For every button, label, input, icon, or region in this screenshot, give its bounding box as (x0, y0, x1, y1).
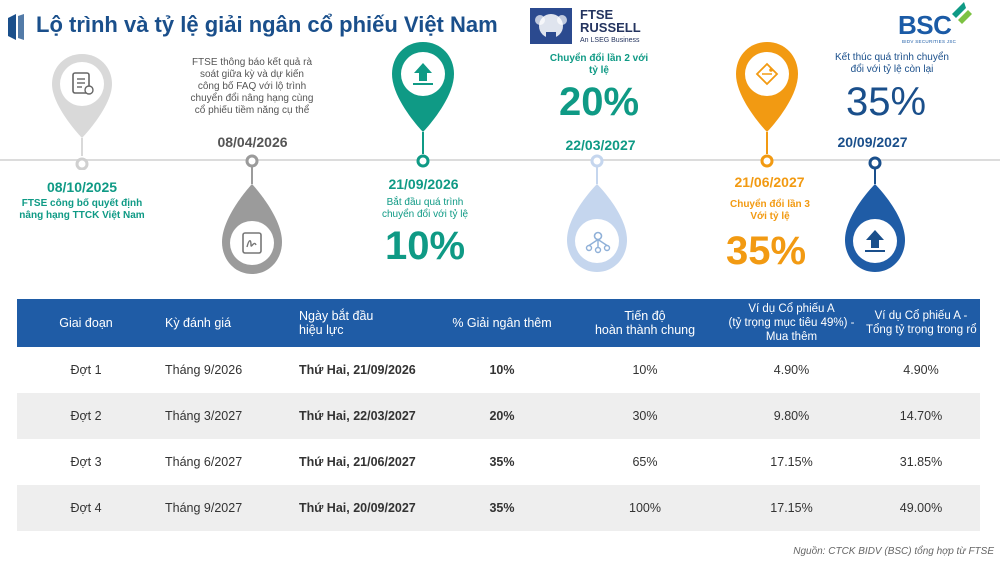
signature-icon (242, 232, 262, 254)
milestone-2-date: 08/04/2026 (217, 134, 288, 150)
milestone-4-date: 22/03/2027 (565, 137, 636, 153)
bsc-subtitle: BIDV SECURITIES JSC (902, 39, 957, 44)
col-progress: Tiến độ hoàn thành chung (569, 299, 721, 347)
col-example-buy: Ví dụ Cổ phiếu A (tỷ trọng mục tiêu 49%) … (721, 299, 862, 347)
upload-icon (865, 230, 885, 252)
milestone-3-date: 21/09/2026 (388, 176, 459, 192)
bsc-logo: BSC BIDV SECURITIES JSC (896, 2, 976, 46)
col-additional: % Giải ngân thêm (435, 299, 569, 347)
milestone-3-desc: Bắt đầu quá trình chuyển đổi với tỷ lệ (381, 197, 469, 220)
col-example-total: Ví dụ Cổ phiếu A - Tổng tỷ trọng trong rổ (862, 299, 980, 347)
milestone-6-pin (845, 156, 905, 272)
bsc-name: BSC (898, 10, 952, 40)
milestone-2-pin (222, 154, 282, 274)
milestone-5-date: 21/06/2027 (734, 174, 805, 190)
milestone-3-pct: 10% (384, 224, 466, 268)
ftse-crest-icon (530, 8, 572, 44)
network-icon (585, 231, 611, 254)
table-row: Đợt 2 Tháng 3/2027 Thứ Hai, 22/03/2027 2… (17, 393, 980, 439)
milestone-1-desc: FTSE công bố quyết định nâng hạng TTCK V… (19, 198, 145, 221)
table-row: Đợt 4 Tháng 9/2027 Thứ Hai, 20/09/2027 3… (17, 485, 980, 531)
document-icon (72, 72, 94, 95)
ftse-russell-logo: FTSE RUSSELL An LSEG Business (528, 6, 653, 48)
milestone-1-pin (52, 54, 112, 170)
milestone-4-desc: Chuyển đổi lần 2 với tỷ lệ (549, 53, 649, 76)
bsc-mark-icon (952, 2, 972, 24)
russell-name: RUSSELL (580, 20, 641, 35)
upload-icon (413, 63, 433, 85)
tag-icon (755, 62, 779, 86)
col-start-date: Ngày bắt đầu hiệu lực (289, 299, 435, 347)
milestone-4-pin (567, 154, 627, 272)
milestone-2-desc: FTSE thông báo kết quả rà soát giữa kỳ v… (190, 57, 314, 116)
lseg-tagline: An LSEG Business (580, 37, 640, 44)
table-row: Đợt 1 Tháng 9/2026 Thứ Hai, 21/09/2026 1… (70, 363, 939, 377)
table-header-row: Giai đoạn Kỳ đánh giá Ngày bắt đầu hiệu l… (17, 299, 980, 347)
milestone-5-desc: Chuyển đổi lần 3 Với tỷ lệ (729, 199, 810, 222)
title-bar-icon (8, 14, 24, 40)
col-review: Kỳ đánh giá (155, 299, 289, 347)
disbursement-table: Giai đoạn Kỳ đánh giá Ngày bắt đầu hiệu l… (17, 299, 980, 531)
milestone-4-pct: 20% (558, 80, 640, 124)
table-row: Đợt 3 Tháng 6/2027 Thứ Hai, 21/06/2027 3… (70, 455, 943, 469)
milestone-6-pct: 35% (845, 80, 927, 124)
milestone-5-pct: 35% (725, 229, 807, 273)
milestone-6-date: 20/09/2027 (837, 134, 908, 150)
page-title: Lộ trình và tỷ lệ giải ngân cổ phiếu Việ… (36, 12, 498, 37)
ftse-name: FTSE (580, 7, 614, 22)
source-note: Nguồn: CTCK BIDV (BSC) tổng hợp từ FTSE (793, 546, 994, 557)
milestone-1-date: 08/10/2025 (46, 179, 118, 195)
milestone-6-desc: Kết thúc quá trình chuyển đổi với tỷ lệ … (835, 52, 949, 75)
col-phase: Giai đoạn (17, 299, 155, 347)
timeline-line (0, 159, 1000, 161)
